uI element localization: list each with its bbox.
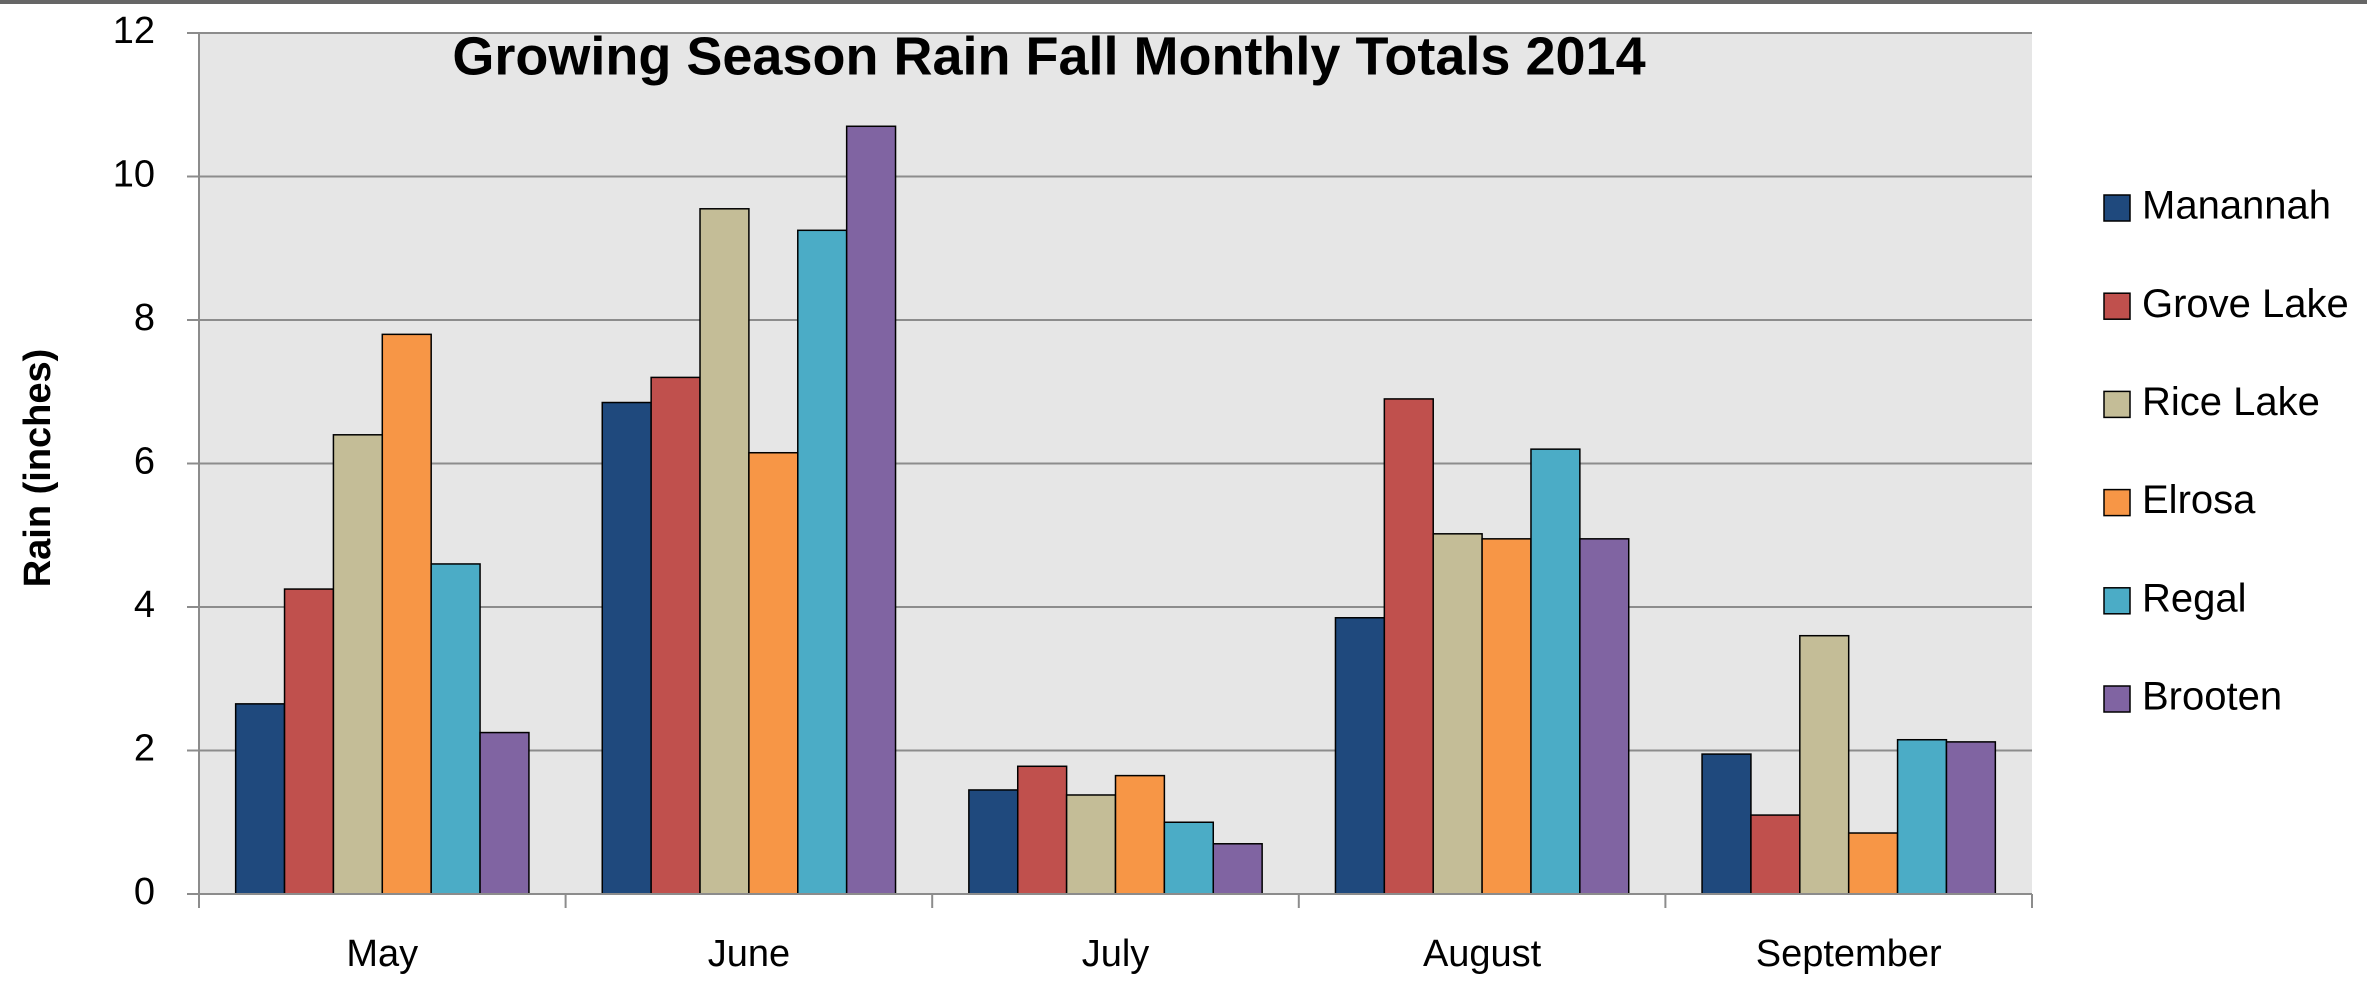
y-tick-label: 2 — [134, 728, 155, 770]
bar — [381, 333, 432, 895]
x-tick-label: August — [1423, 933, 1542, 975]
legend-label: Manannah — [2142, 184, 2331, 228]
bar — [748, 451, 799, 895]
bar — [479, 731, 530, 895]
legend-label: Grove Lake — [2142, 282, 2349, 326]
chart-title: Growing Season Rain Fall Monthly Totals … — [452, 26, 1645, 86]
bar — [650, 376, 701, 895]
bar — [1481, 538, 1532, 895]
bar — [1530, 448, 1581, 895]
x-tick-label: May — [346, 933, 418, 975]
y-tick-label: 12 — [113, 10, 155, 52]
top-border — [0, 0, 2367, 4]
bar — [1799, 634, 1850, 895]
y-tick-label: 10 — [113, 154, 155, 196]
bar — [1847, 832, 1899, 895]
x-tick-label: June — [708, 933, 790, 975]
y-tick-label: 8 — [134, 297, 155, 339]
x-tick-label: September — [1756, 933, 1942, 975]
legend-label: Brooten — [2142, 675, 2282, 719]
bar — [797, 229, 848, 895]
bar — [845, 125, 897, 895]
y-tick-label: 4 — [134, 584, 155, 626]
bar — [430, 563, 481, 895]
bar — [1896, 738, 1948, 895]
bar — [1750, 814, 1801, 895]
legend-swatch — [2103, 488, 2131, 517]
legend-swatch — [2103, 390, 2131, 419]
bar — [1383, 398, 1434, 895]
bar — [699, 208, 750, 895]
bar — [601, 401, 652, 895]
legend-swatch — [2103, 587, 2131, 615]
bar — [1432, 533, 1483, 895]
y-tick-label: 0 — [134, 871, 155, 913]
y-tick-label: 6 — [134, 441, 155, 483]
bar — [968, 789, 1019, 895]
bar — [1114, 774, 1166, 895]
bar — [1212, 843, 1263, 895]
legend-label: Regal — [2142, 576, 2247, 620]
bar — [1334, 617, 1386, 895]
bar — [1065, 794, 1117, 895]
bar — [1016, 765, 1068, 895]
x-tick-label: July — [1082, 933, 1150, 975]
bar — [1945, 741, 1997, 895]
bar — [283, 588, 335, 895]
bar — [234, 703, 286, 895]
legend-swatch — [2103, 194, 2131, 222]
legend-swatch — [2103, 685, 2131, 713]
legend-label: Elrosa — [2142, 478, 2256, 522]
bar — [332, 434, 384, 895]
bar — [1163, 821, 1215, 895]
bar — [1579, 538, 1630, 895]
y-axis-label: Rain (inches) — [17, 349, 59, 588]
legend-label: Rice Lake — [2142, 380, 2320, 424]
bar — [1701, 753, 1752, 895]
legend-swatch — [2103, 292, 2131, 320]
